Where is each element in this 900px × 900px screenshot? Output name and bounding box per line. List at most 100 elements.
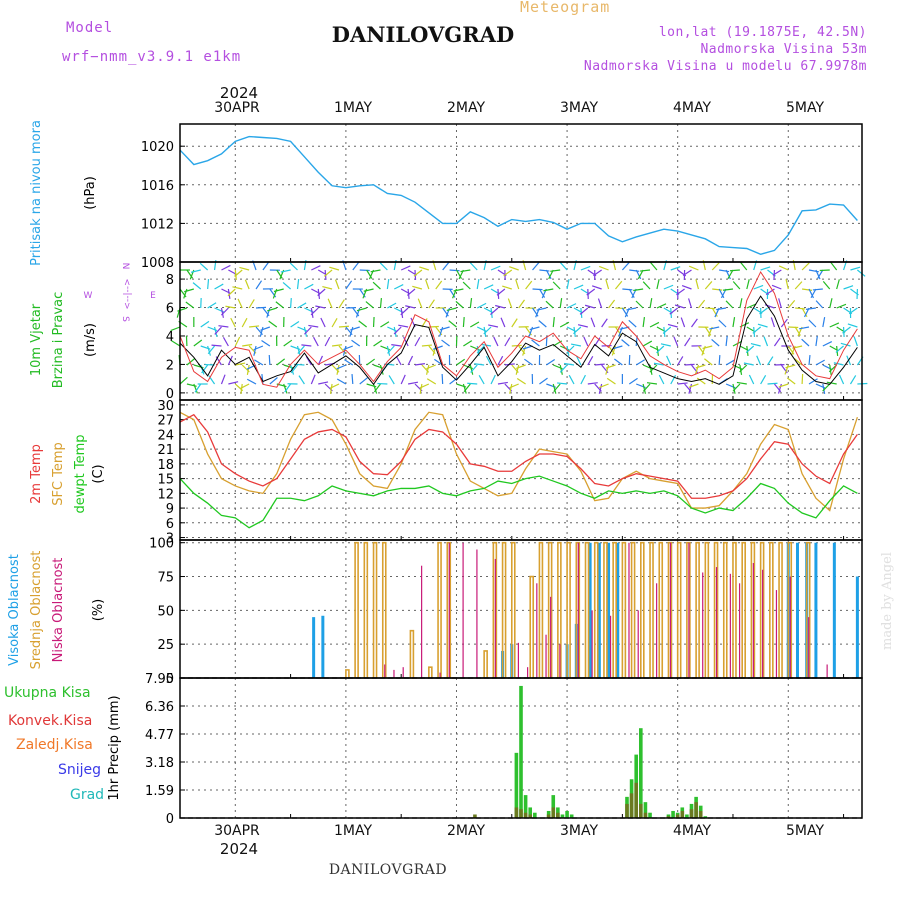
wind-arrow <box>788 326 799 329</box>
cloud-bar <box>501 541 507 678</box>
wind-arrow <box>240 383 243 394</box>
wind-arrow <box>310 307 314 318</box>
y-tick-label: 1008 <box>141 256 174 271</box>
wind-arrow <box>531 339 540 347</box>
wind-arrow <box>805 307 817 310</box>
wind-arrow <box>470 321 480 328</box>
precip-bar <box>694 802 698 818</box>
wind-arrow <box>463 340 473 347</box>
wind-arrow <box>587 356 594 366</box>
precip-bar <box>643 812 648 818</box>
wind-arrow <box>448 320 457 328</box>
wind-arrow <box>536 307 547 311</box>
cloud-bar <box>612 541 617 678</box>
cloud-bar <box>722 541 728 678</box>
wind-arrow <box>502 285 512 290</box>
wind-arrow <box>778 298 782 309</box>
y-tick-label: 6.36 <box>145 700 174 715</box>
wind-arrow <box>419 383 430 389</box>
wind-arrow <box>808 354 811 366</box>
wind-arrow <box>449 377 458 385</box>
sfc-temp-line <box>179 411 859 512</box>
day-label-bottom: 4MAY <box>672 823 712 839</box>
wind-arrow <box>490 307 499 316</box>
cloud-bar <box>428 666 433 678</box>
t2m-axis-label: 2m Temp <box>29 444 44 504</box>
wind-arrow <box>849 375 857 385</box>
wind-arrow <box>810 288 817 299</box>
wind-arrow <box>199 262 209 271</box>
dewpt-line <box>179 475 858 529</box>
low-cloud-axis-label: Niska Oblacnost <box>51 558 66 663</box>
wind-arrow <box>829 322 840 328</box>
wind-arrow <box>400 307 409 316</box>
wind-arrow <box>564 362 575 366</box>
wind-arrow <box>808 269 819 273</box>
y-tick-label: 0 <box>166 812 174 827</box>
wind-arrow <box>684 363 695 366</box>
wind-arrow <box>815 269 821 280</box>
wind-arrow <box>684 337 691 347</box>
wind-arrow <box>694 364 699 375</box>
wind-arrow <box>848 307 858 315</box>
wind-arrow <box>815 336 818 347</box>
precip-bar <box>648 812 652 818</box>
wind-unit-label: (m/s) <box>83 323 98 357</box>
wind-arrow <box>835 345 844 353</box>
y-tick-label: 30 <box>157 399 174 414</box>
wind-arrow <box>171 340 181 347</box>
wind-arrow <box>633 288 644 292</box>
wind-arrow <box>393 326 397 337</box>
wind-arrow <box>469 298 473 309</box>
wind-arrow <box>516 378 526 385</box>
y-tick-label: 3.18 <box>145 756 174 771</box>
wind-arrow <box>177 307 188 312</box>
wind-arrow <box>697 299 706 309</box>
wind-arrow <box>605 364 610 375</box>
cloud-bar <box>621 541 627 678</box>
wind-arrow <box>705 307 716 310</box>
wind-arrow <box>419 266 430 271</box>
wind-arrow <box>584 304 595 309</box>
wind-arrow <box>356 307 367 312</box>
wind-arrow <box>322 285 333 290</box>
cloud-bar <box>510 541 516 678</box>
wind-arrow <box>772 269 782 276</box>
wind-arrow <box>493 336 499 347</box>
wind-arrow <box>297 345 305 354</box>
wind-arrow <box>283 383 288 394</box>
day-label-top: 30APR <box>214 100 260 116</box>
wind-arrow <box>275 301 285 309</box>
wind-arrow <box>186 358 196 366</box>
wind-arrow <box>732 383 741 392</box>
wind-arrow <box>829 298 833 309</box>
wind-arrow <box>280 269 291 273</box>
wind-arrow <box>370 269 381 273</box>
wind-arrow <box>426 364 436 370</box>
wind-arrow <box>590 317 596 328</box>
wind-arrow <box>246 378 257 385</box>
wind-arrow <box>417 298 423 309</box>
wind-arrow <box>745 345 755 354</box>
wind-arrow <box>289 297 292 309</box>
wind-arrow <box>649 298 653 309</box>
wind-arrow <box>830 261 838 271</box>
sfc-axis-label: SFC Temp <box>51 442 66 506</box>
wind-arrow <box>743 362 754 366</box>
precip-legend-entry: Konvek.Kisa <box>8 713 92 729</box>
y-tick-label: 0 <box>166 672 174 687</box>
cloud-bar <box>354 541 359 678</box>
wind-arrow <box>262 261 270 271</box>
wind-arrow <box>241 317 248 328</box>
wind-arrow <box>426 378 437 385</box>
wind-arrow <box>746 279 750 290</box>
wind-arrow <box>425 279 430 290</box>
wind-arrow <box>543 288 554 292</box>
wind-arrow <box>682 269 692 276</box>
page-title: DANILOVGRAD <box>331 22 515 47</box>
wind-arrow <box>718 319 727 328</box>
wind-arrow <box>220 374 226 385</box>
precip-bar <box>528 807 533 818</box>
footer-station-name: DANILOVGRAD <box>328 862 448 878</box>
